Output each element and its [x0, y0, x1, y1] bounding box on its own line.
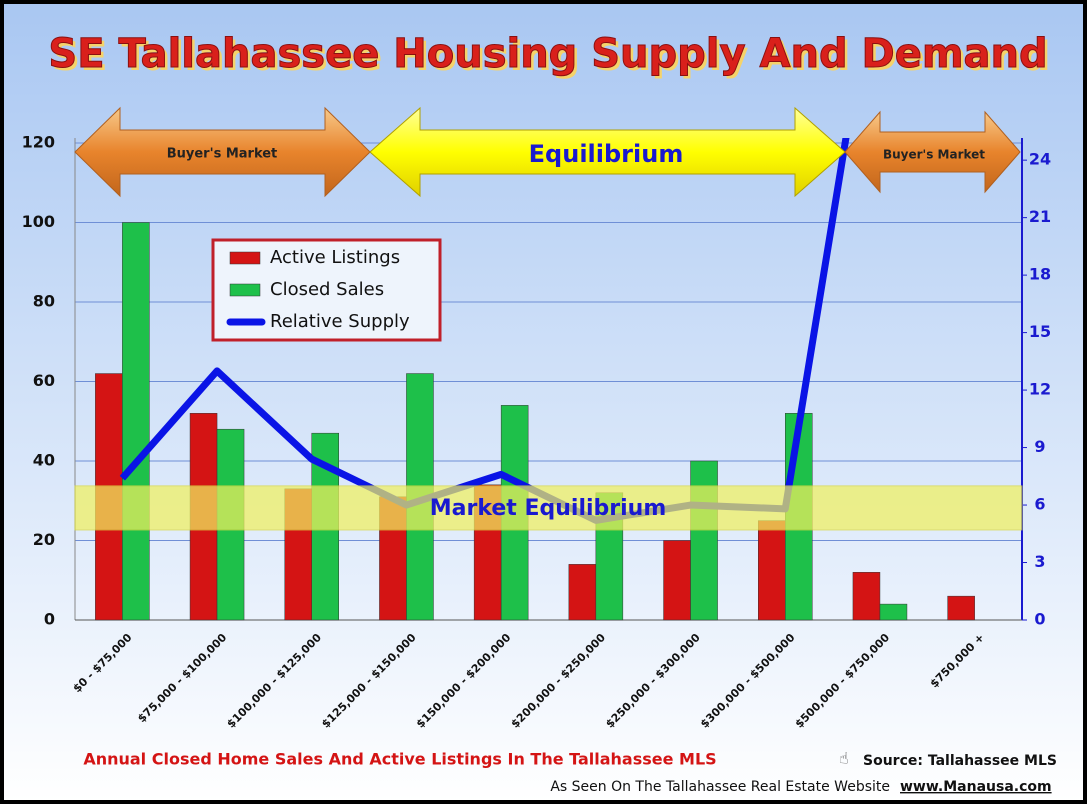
y2-tick-label: 9: [1034, 437, 1045, 456]
chart-title: SE Tallahassee Housing Supply And Demand: [48, 31, 1047, 77]
legend-swatch: [229, 283, 261, 297]
legend-label: Relative Supply: [270, 311, 410, 332]
annotation: Buyer's Market: [883, 148, 985, 162]
band-label: Market Equilibrium: [430, 496, 667, 521]
bar: [122, 222, 150, 621]
bar: [879, 603, 908, 621]
website: www.Manausa.com: [900, 779, 1052, 795]
title-shadow: SE Tallahassee Housing Supply And Demand: [51, 34, 1050, 80]
y2-tick-label: 24: [1029, 150, 1051, 169]
bar: [947, 595, 975, 621]
y2-tick-label: 6: [1034, 495, 1045, 514]
caption: Annual Closed Home Sales And Active List…: [83, 750, 716, 769]
y2-tick-label: 0: [1034, 610, 1045, 629]
bar: [852, 572, 881, 621]
y2-tick-label: 12: [1029, 380, 1051, 399]
y2-tick-label: 3: [1034, 552, 1045, 571]
y-tick-label: 100: [22, 212, 55, 231]
annotation: Equilibrium: [529, 140, 684, 168]
annotation: Buyer's Market: [167, 147, 278, 162]
y-tick-label: 40: [33, 451, 55, 470]
bar: [690, 460, 718, 621]
y2-tick-label: 18: [1029, 265, 1051, 284]
y2-tick-label: 21: [1029, 207, 1051, 226]
icon: ☝: [839, 749, 849, 768]
legend-swatch: [229, 251, 261, 265]
y-tick-label: 80: [33, 292, 55, 311]
source: Source: Tallahassee MLS: [863, 753, 1057, 769]
legend-label: Closed Sales: [270, 279, 384, 300]
y-tick-label: 120: [22, 133, 55, 152]
bar: [663, 540, 691, 621]
y-tick-label: 0: [44, 610, 55, 629]
equilibrium-band: [74, 485, 1023, 531]
y-tick-label: 60: [33, 371, 55, 390]
arrow: [844, 110, 1021, 194]
bar: [568, 564, 597, 621]
legend-label: Active Listings: [270, 247, 400, 268]
y-tick-label: 20: [33, 530, 55, 549]
y2-tick-label: 15: [1029, 322, 1051, 341]
bar: [758, 520, 786, 621]
footer: As Seen On The Tallahassee Real Estate W…: [550, 779, 890, 795]
